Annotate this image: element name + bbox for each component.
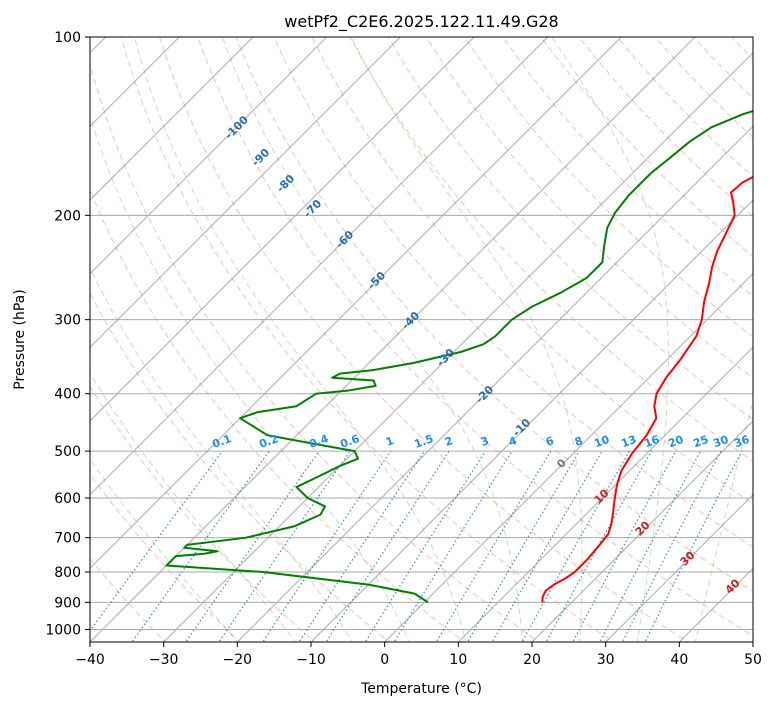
y-tick-label: 400: [54, 387, 81, 403]
mixing-ratio-line: [466, 450, 580, 642]
y-tick-label: 900: [54, 595, 81, 611]
mixing-ratio-line: [393, 450, 513, 642]
isotherm-line: [90, 37, 328, 275]
y-tick-label: 800: [54, 565, 81, 581]
isotherm-line: [604, 493, 753, 642]
isotherm-line: [383, 272, 753, 642]
mixing-ratio-label: 8: [573, 434, 585, 449]
mixing-ratio-line: [298, 450, 425, 642]
isotherm-line: [90, 37, 402, 349]
dry-adiabat: [159, 37, 690, 642]
mixing-ratio-label: 4: [507, 434, 519, 449]
plot-frame: [89, 36, 754, 643]
mixing-ratio-line: [364, 450, 486, 642]
isotherm-line: [162, 51, 753, 642]
isotherm-line: [90, 37, 696, 642]
x-axis-label: Temperature (°C): [360, 681, 482, 697]
mixing-ratio-line: [218, 450, 351, 642]
x-tick-label: −20: [223, 652, 253, 668]
x-tick-label: −40: [75, 652, 105, 668]
mixing-ratio-label: 0.6: [338, 432, 361, 451]
x-tick-label: 0: [380, 652, 389, 668]
temperature-profile-line: [541, 175, 753, 603]
data-layer: [165, 110, 753, 604]
dry-adiabat: [90, 188, 465, 642]
isotherm-line: [90, 37, 254, 201]
mixing-ratio-label: 1: [384, 434, 396, 449]
isotherm-line: [531, 420, 753, 642]
dry-adiabat: [311, 37, 753, 505]
y-tick-label: 500: [54, 444, 81, 460]
y-tick-label: 600: [54, 491, 81, 507]
dry-adiabat: [349, 37, 753, 462]
isotherm-line: [310, 199, 753, 642]
mixing-ratio-label: 3: [479, 434, 491, 449]
mixing-ratio-label: 0.2: [257, 432, 280, 451]
mixing-ratio-label: 10: [592, 433, 611, 451]
mixing-ratio-label: 2: [443, 434, 455, 449]
mixing-ratio-label: 25: [691, 433, 710, 450]
mixing-ratio-line: [131, 450, 270, 642]
background-lines-layer: [90, 37, 753, 642]
mixing-ratio-label: 0.4: [307, 432, 330, 451]
x-tick-label: −30: [149, 652, 179, 668]
isotherm-line: [90, 37, 475, 422]
isotherm-line: [90, 37, 623, 570]
mixing-ratio-line: [262, 450, 392, 642]
mixing-ratio-label: 0.1: [210, 432, 233, 451]
mixing-ratio-label: 36: [732, 433, 751, 451]
y-tick-label: 1000: [45, 622, 81, 638]
mixing-ratio-label: 16: [642, 433, 661, 451]
mixing-ratio-line: [90, 450, 223, 632]
dry-adiabat: [273, 37, 753, 548]
moist-adiabat: [90, 114, 410, 642]
chart-title: wetPf2_C2E6.2025.122.11.49.G28: [284, 12, 558, 32]
y-axis-label: Pressure (hPa): [12, 289, 28, 389]
isotherm-line: [90, 37, 549, 496]
x-tick-label: 40: [670, 652, 688, 668]
y-tick-label: 700: [54, 531, 81, 547]
mixing-ratio-line: [185, 450, 320, 642]
x-tick-label: 20: [523, 652, 541, 668]
dewpoint-profile-line: [165, 110, 753, 604]
y-tick-label: 300: [54, 313, 81, 329]
mixing-ratio-label: 20: [666, 433, 685, 451]
x-tick-label: 10: [449, 652, 467, 668]
y-tick-label: 200: [54, 208, 81, 224]
plot-background: [90, 37, 753, 642]
mixing-ratio-line: [572, 450, 677, 642]
mixing-ratio-label: 13: [619, 433, 638, 450]
mixing-ratio-line: [599, 450, 702, 642]
dry-adiabat: [235, 37, 753, 592]
y-tick-label: 100: [54, 30, 81, 46]
x-tick-label: −10: [296, 652, 326, 668]
x-tick-label: 50: [744, 652, 762, 668]
mixing-ratio-line: [325, 450, 450, 642]
dry-adiabat: [197, 37, 753, 637]
mixing-ratio-label: 6: [544, 434, 556, 449]
mixing-ratio-label: 30: [711, 433, 730, 451]
dry-adiabat: [387, 37, 753, 420]
isotherm-line: [457, 346, 753, 642]
x-tick-label: 30: [597, 652, 615, 668]
isotherm-line: [236, 125, 753, 642]
axis-ticks-layer: −40 −30 −20 −10 0 10 20 30 40 5010020030040050060…: [45, 30, 762, 668]
mixing-ratio-label: 1.5: [412, 432, 435, 451]
mixing-ratio-line: [621, 450, 722, 642]
